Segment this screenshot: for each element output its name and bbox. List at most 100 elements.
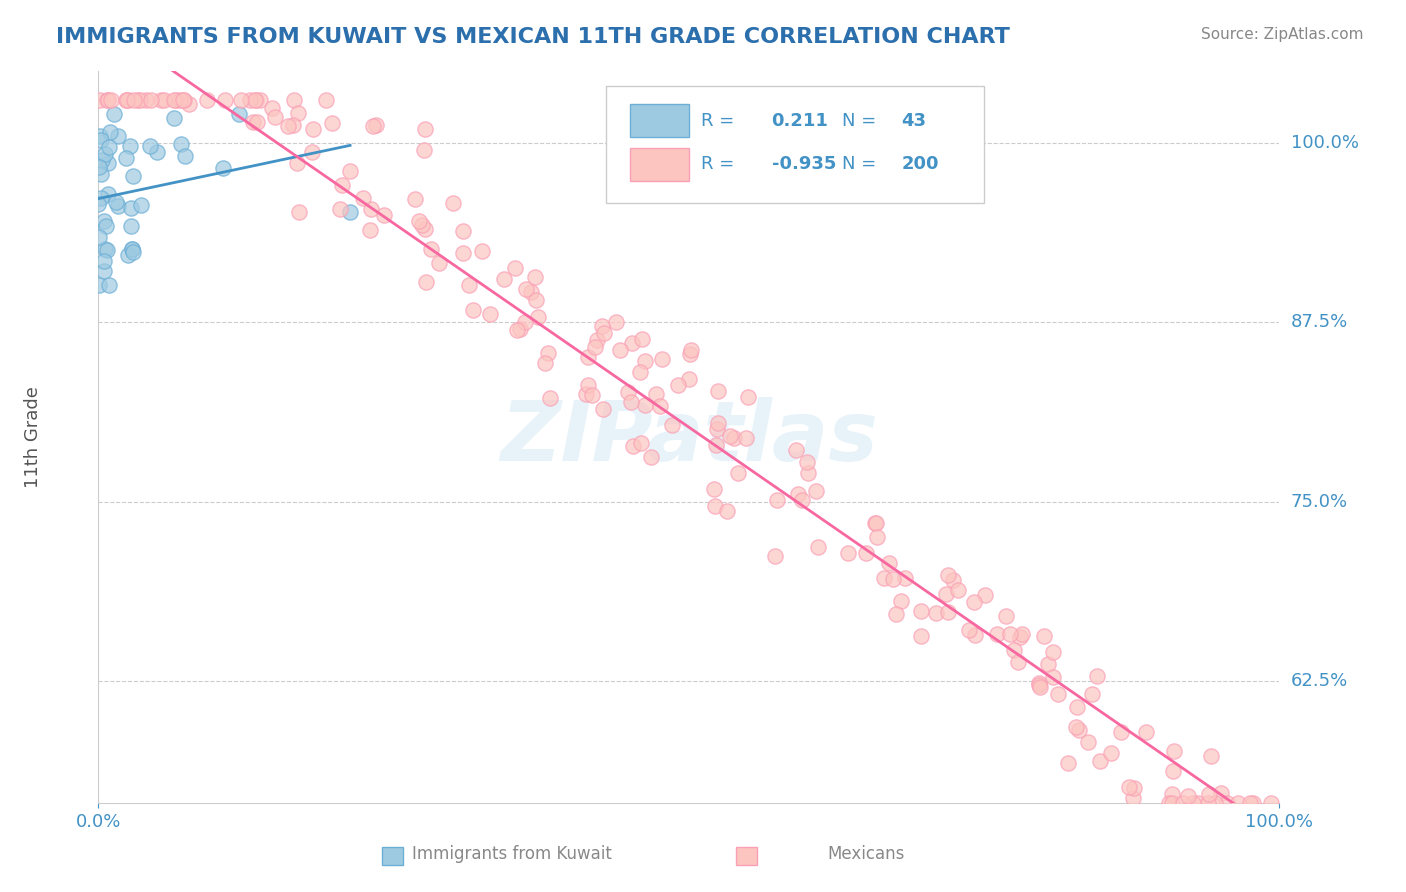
Point xyxy=(287,105,309,120)
Point xyxy=(998,627,1021,641)
Point xyxy=(1028,678,1050,692)
Point xyxy=(87,230,110,244)
Point xyxy=(1069,723,1091,738)
Point xyxy=(413,143,436,157)
Point xyxy=(973,588,995,602)
Point xyxy=(1177,789,1199,804)
Point xyxy=(1161,787,1184,801)
Point xyxy=(787,487,810,501)
Text: Immigrants from Kuwait: Immigrants from Kuwait xyxy=(412,845,612,863)
Point xyxy=(645,387,668,401)
Point xyxy=(124,93,146,107)
Point xyxy=(727,467,749,481)
Point xyxy=(98,140,121,154)
Point xyxy=(173,149,195,163)
Point xyxy=(287,204,309,219)
Point xyxy=(527,310,550,324)
Point xyxy=(94,219,117,233)
Point xyxy=(807,541,830,555)
Point xyxy=(117,247,139,261)
Text: ZIPatlas: ZIPatlas xyxy=(501,397,877,477)
Point xyxy=(107,128,129,143)
Point xyxy=(89,160,111,174)
Point xyxy=(330,178,353,192)
Point xyxy=(605,315,627,329)
Point xyxy=(704,438,727,452)
Point xyxy=(277,120,299,134)
Point xyxy=(1028,680,1050,694)
Point xyxy=(1187,796,1209,810)
Point xyxy=(1181,796,1204,810)
Point xyxy=(583,340,606,354)
Point xyxy=(153,93,176,107)
Point xyxy=(1260,796,1282,810)
Point xyxy=(301,121,323,136)
Point xyxy=(103,107,125,121)
Bar xyxy=(382,847,404,865)
Point xyxy=(411,218,433,232)
Point xyxy=(107,198,129,212)
Point xyxy=(1161,764,1184,778)
Point xyxy=(366,118,388,132)
Point xyxy=(704,500,727,514)
Point xyxy=(243,93,266,107)
Text: R =: R = xyxy=(700,112,734,130)
Point xyxy=(242,115,264,129)
Point xyxy=(796,455,818,469)
Point xyxy=(458,277,481,292)
Point xyxy=(863,516,886,531)
Point xyxy=(170,137,193,152)
Point xyxy=(360,202,382,216)
Point xyxy=(806,483,828,498)
Point xyxy=(1066,700,1088,714)
Point xyxy=(1239,796,1261,810)
Point xyxy=(796,466,818,480)
Point xyxy=(1081,687,1104,701)
Bar xyxy=(737,847,758,865)
Point xyxy=(117,93,139,107)
Point xyxy=(963,595,986,609)
Point xyxy=(97,93,120,107)
Point xyxy=(884,607,907,621)
Point xyxy=(415,276,437,290)
Point xyxy=(515,282,537,296)
Point xyxy=(634,354,657,368)
Point xyxy=(592,401,614,416)
Point xyxy=(98,125,121,139)
Point xyxy=(1011,627,1033,641)
Point xyxy=(666,378,689,392)
Point xyxy=(90,133,112,147)
Text: 87.5%: 87.5% xyxy=(1291,313,1348,331)
Text: 62.5%: 62.5% xyxy=(1291,672,1348,690)
Point xyxy=(93,254,115,268)
Point xyxy=(963,628,986,642)
Text: -0.935: -0.935 xyxy=(772,155,837,173)
Point xyxy=(523,270,546,285)
Point xyxy=(894,571,917,585)
Point xyxy=(413,122,436,136)
Point xyxy=(707,384,730,398)
Point xyxy=(1198,787,1220,801)
Point xyxy=(537,346,560,360)
Point xyxy=(681,343,703,357)
Point xyxy=(581,388,603,402)
Point xyxy=(735,431,758,445)
Point xyxy=(339,204,361,219)
Point xyxy=(509,322,531,336)
Point xyxy=(877,556,900,570)
Point xyxy=(1163,744,1185,758)
Point xyxy=(934,587,956,601)
Point xyxy=(352,191,374,205)
Point xyxy=(105,194,128,209)
Point xyxy=(115,151,138,165)
Point xyxy=(866,530,889,544)
Point xyxy=(413,222,436,236)
Point xyxy=(373,208,395,222)
Point xyxy=(609,343,631,358)
Point xyxy=(228,107,250,121)
Point xyxy=(1085,669,1108,683)
Point xyxy=(1047,687,1070,701)
Point xyxy=(1173,796,1195,810)
Bar xyxy=(630,104,689,137)
Point xyxy=(634,398,657,412)
